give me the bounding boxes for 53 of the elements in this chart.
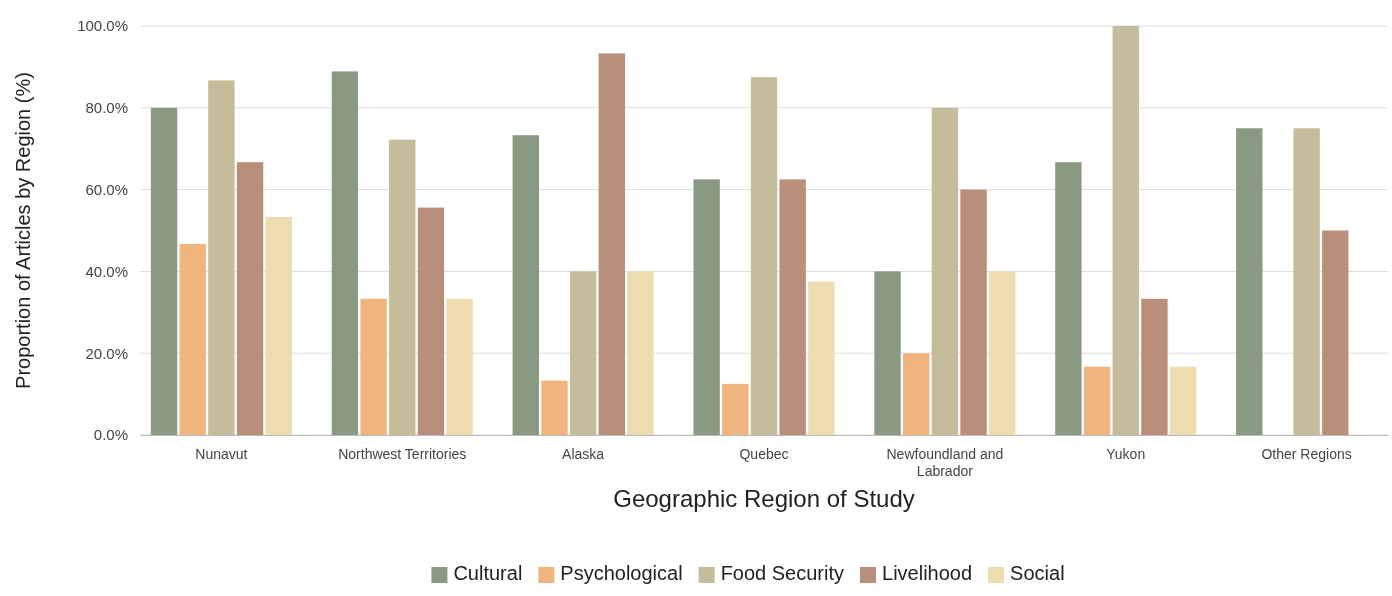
bar <box>1112 26 1139 435</box>
bar <box>1083 366 1111 435</box>
bar <box>1141 298 1168 435</box>
bar <box>265 217 292 435</box>
bar <box>512 135 539 435</box>
bar <box>779 179 806 435</box>
bar <box>960 189 987 435</box>
bar <box>874 271 901 435</box>
bar <box>1293 128 1320 435</box>
x-tick-label: Northwest Territories <box>338 445 467 462</box>
x-tick-label: Alaska <box>562 445 605 462</box>
bar <box>389 139 416 435</box>
bar <box>417 207 445 435</box>
bar <box>236 162 264 435</box>
y-tick-label: 40.0% <box>85 262 128 280</box>
x-tick-label: Yukon <box>1106 445 1146 462</box>
bar <box>446 298 473 435</box>
x-axis-title: Geographic Region of Study <box>613 485 915 512</box>
bar <box>1055 162 1082 435</box>
legend-label: Food Security <box>720 562 845 584</box>
y-tick-label: 20.0% <box>85 344 128 362</box>
bar <box>541 380 568 435</box>
x-tick-label: Newfoundland and Labrador <box>886 445 1004 480</box>
bar <box>1169 366 1197 435</box>
y-tick-label: 80.0% <box>85 99 128 117</box>
bar <box>569 271 597 435</box>
y-tick-label: 60.0% <box>85 180 128 198</box>
bar <box>989 271 1016 435</box>
x-tick-label: Nunavut <box>195 445 248 462</box>
x-tick-label: Other Regions <box>1261 445 1352 462</box>
bar <box>931 107 959 435</box>
x-tick-label: Quebec <box>739 445 789 462</box>
legend-label: Social <box>1010 562 1065 584</box>
bar <box>693 179 720 435</box>
legend-label: Livelihood <box>882 562 973 584</box>
bar <box>627 271 654 435</box>
bar <box>598 53 625 435</box>
bar <box>360 298 387 435</box>
y-axis-title: Proportion of Articles by Region (%) <box>12 72 34 389</box>
y-tick-label: 0.0% <box>93 426 128 444</box>
bar <box>903 353 930 435</box>
bar <box>808 281 835 435</box>
bar <box>1322 230 1349 435</box>
bar <box>750 77 778 435</box>
y-tick-label: 100.0% <box>77 17 128 35</box>
bar <box>1236 128 1263 435</box>
bar <box>722 383 749 435</box>
bar <box>179 244 206 435</box>
bar <box>150 107 178 435</box>
legend-label: Psychological <box>560 562 683 584</box>
legend-label: Cultural <box>453 562 523 584</box>
bar <box>208 80 235 435</box>
bar <box>331 71 359 435</box>
